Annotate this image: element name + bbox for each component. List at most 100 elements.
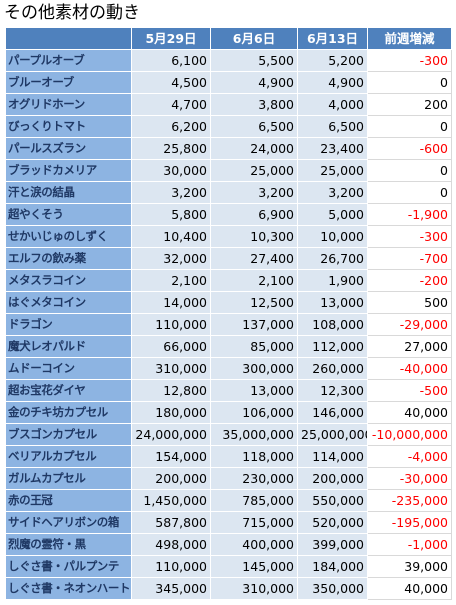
item-name: ベリアルカプセル (5, 445, 132, 468)
table-row: ムドーコイン 310,000 300,000 260,000 -40,000 (5, 357, 452, 380)
change-cell: -40,000 (367, 357, 452, 380)
price-cell: 108,000 (297, 313, 368, 336)
table-row: しぐさ書・ネオンハート 345,000 310,000 350,000 40,000 (5, 577, 452, 600)
price-cell: 10,000 (297, 225, 368, 248)
price-cell: 25,800 (131, 137, 211, 160)
item-name: ブラッドカメリア (5, 159, 132, 182)
price-cell: 24,000 (210, 137, 298, 160)
item-name: 超お宝花ダイヤ (5, 379, 132, 402)
table-row: 超お宝花ダイヤ 12,800 13,000 12,300 -500 (5, 379, 452, 402)
price-cell: 715,000 (210, 511, 298, 534)
price-cell: 154,000 (131, 445, 211, 468)
price-cell: 550,000 (297, 489, 368, 512)
table-row: ブスゴンカプセル 24,000,000 35,000,000 25,000,000 -1… (5, 423, 452, 446)
price-cell: 12,500 (210, 291, 298, 314)
item-name: エルフの飲み薬 (5, 247, 132, 270)
table-row: びっくりトマト 6,200 6,500 6,500 0 (5, 115, 452, 138)
price-cell: 12,300 (297, 379, 368, 402)
change-cell: -1,900 (367, 203, 452, 226)
table-row: はぐメタコイン 14,000 12,500 13,000 500 (5, 291, 452, 314)
change-cell: -700 (367, 247, 452, 270)
change-cell: 27,000 (367, 335, 452, 358)
change-cell: -235,000 (367, 489, 452, 512)
price-cell: 4,900 (210, 71, 298, 94)
item-name: パープルオーブ (5, 49, 132, 72)
column-header: 6月6日 (210, 27, 298, 50)
price-cell: 106,000 (210, 401, 298, 424)
price-cell: 200,000 (297, 467, 368, 490)
change-cell: 0 (367, 181, 452, 204)
item-name: オグリドホーン (5, 93, 132, 116)
change-cell: -195,000 (367, 511, 452, 534)
item-name: ブスゴンカプセル (5, 423, 132, 446)
table-body: パープルオーブ 6,100 5,500 5,200 -300 ブルーオーブ 4,500 4,9… (5, 49, 452, 600)
change-cell: -300 (367, 49, 452, 72)
price-cell: 310,000 (131, 357, 211, 380)
table-row: 烈魔の霊符・黒 498,000 400,000 399,000 -1,000 (5, 533, 452, 556)
price-cell: 5,500 (210, 49, 298, 72)
title: その他素材の動き (4, 3, 140, 23)
price-cell: 3,200 (297, 181, 368, 204)
table-row: 魔犬レオパルド 66,000 85,000 112,000 27,000 (5, 335, 452, 358)
price-table: 5月29日 6月6日 6月13日 前週増減 パープルオーブ 6,100 5,500 5,20… (5, 27, 452, 600)
table-row: ドラゴン 110,000 137,000 108,000 -29,000 (5, 313, 452, 336)
header-corner (5, 27, 132, 50)
price-cell: 785,000 (210, 489, 298, 512)
item-name: しぐさ書・パルプンテ (5, 555, 132, 578)
change-cell: -29,000 (367, 313, 452, 336)
item-name: 汗と涙の結晶 (5, 181, 132, 204)
price-cell: 5,000 (297, 203, 368, 226)
price-cell: 6,200 (131, 115, 211, 138)
change-cell: 39,000 (367, 555, 452, 578)
change-cell: -200 (367, 269, 452, 292)
price-cell: 24,000,000 (131, 423, 211, 446)
price-cell: 1,450,000 (131, 489, 211, 512)
change-cell: 500 (367, 291, 452, 314)
item-name: びっくりトマト (5, 115, 132, 138)
price-cell: 118,000 (210, 445, 298, 468)
price-cell: 2,100 (131, 269, 211, 292)
item-name: ガルムカプセル (5, 467, 132, 490)
change-cell: -500 (367, 379, 452, 402)
price-cell: 14,000 (131, 291, 211, 314)
price-cell: 5,200 (297, 49, 368, 72)
price-cell: 66,000 (131, 335, 211, 358)
price-cell: 27,400 (210, 247, 298, 270)
table-row: 赤の王冠 1,450,000 785,000 550,000 -235,000 (5, 489, 452, 512)
table-row: ガルムカプセル 200,000 230,000 200,000 -30,000 (5, 467, 452, 490)
column-header: 6月13日 (297, 27, 368, 50)
price-cell: 520,000 (297, 511, 368, 534)
price-cell: 3,200 (131, 181, 211, 204)
price-cell: 5,800 (131, 203, 211, 226)
price-cell: 112,000 (297, 335, 368, 358)
price-cell: 13,000 (297, 291, 368, 314)
price-cell: 498,000 (131, 533, 211, 556)
change-cell: 0 (367, 159, 452, 182)
price-cell: 25,000 (297, 159, 368, 182)
price-cell: 184,000 (297, 555, 368, 578)
price-cell: 587,800 (131, 511, 211, 534)
item-name: ムドーコイン (5, 357, 132, 380)
price-cell: 3,800 (210, 93, 298, 116)
price-cell: 23,400 (297, 137, 368, 160)
price-cell: 10,400 (131, 225, 211, 248)
price-cell: 25,000 (210, 159, 298, 182)
price-cell: 110,000 (131, 313, 211, 336)
column-header: 前週増減 (367, 27, 452, 50)
table-row: 超やくそう 5,800 6,900 5,000 -1,900 (5, 203, 452, 226)
item-name: パールスズラン (5, 137, 132, 160)
item-name: しぐさ書・ネオンハート (5, 577, 132, 600)
change-cell: -1,000 (367, 533, 452, 556)
change-cell: -600 (367, 137, 452, 160)
price-cell: 300,000 (210, 357, 298, 380)
price-cell: 85,000 (210, 335, 298, 358)
price-cell: 399,000 (297, 533, 368, 556)
price-cell: 4,900 (297, 71, 368, 94)
price-cell: 32,000 (131, 247, 211, 270)
price-cell: 2,100 (210, 269, 298, 292)
price-cell: 400,000 (210, 533, 298, 556)
price-cell: 3,200 (210, 181, 298, 204)
change-cell: -10,000,000 (367, 423, 452, 446)
change-cell: 40,000 (367, 577, 452, 600)
